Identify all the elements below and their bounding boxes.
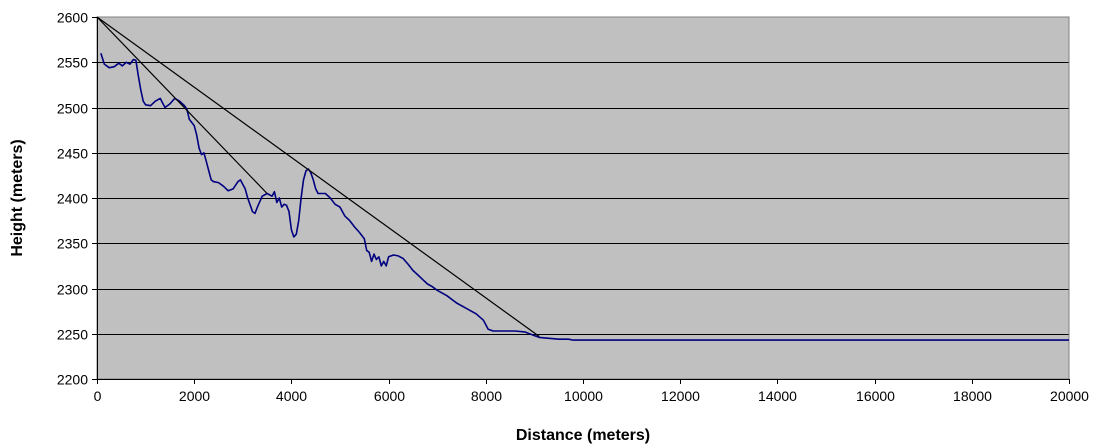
x-tick-label: 6000 xyxy=(374,388,405,404)
y-tick-label: 2350 xyxy=(57,236,88,252)
x-tick-label: 18000 xyxy=(953,388,992,404)
y-tick-label: 2550 xyxy=(57,55,88,71)
series-line-straight-2 xyxy=(96,16,540,337)
y-tick-label: 2300 xyxy=(57,282,88,298)
y-tick-label: 2250 xyxy=(57,327,88,343)
series-line-straight-1 xyxy=(96,16,268,194)
x-tick-label: 4000 xyxy=(276,388,307,404)
x-tick-label: 8000 xyxy=(471,388,502,404)
y-tick-label: 2600 xyxy=(57,10,88,26)
series-line-height-profile xyxy=(100,52,1069,341)
y-tick-label: 2400 xyxy=(57,191,88,207)
x-tick-label: 12000 xyxy=(661,388,700,404)
y-axis-title: Height (meters) xyxy=(9,139,26,256)
x-tick-label: 20000 xyxy=(1050,388,1089,404)
grid-lines xyxy=(97,62,1069,335)
x-tick-label: 0 xyxy=(94,388,102,404)
y-tick-label: 2450 xyxy=(57,146,88,162)
x-axis-title: Distance (meters) xyxy=(516,427,650,444)
y-axis: 2200 2250 2300 2350 2400 2450 2500 2550 2600 xyxy=(57,10,98,388)
x-tick-label: 2000 xyxy=(179,388,210,404)
x-axis: 0 2000 4000 6000 8000 10000 12000 14000 16000 180… xyxy=(94,379,1089,404)
series-group xyxy=(96,16,1069,341)
y-tick-label: 2200 xyxy=(57,372,88,388)
y-tick-label: 2500 xyxy=(57,101,88,117)
x-tick-label: 16000 xyxy=(856,388,895,404)
x-tick-label: 14000 xyxy=(758,388,797,404)
x-tick-label: 10000 xyxy=(564,388,603,404)
